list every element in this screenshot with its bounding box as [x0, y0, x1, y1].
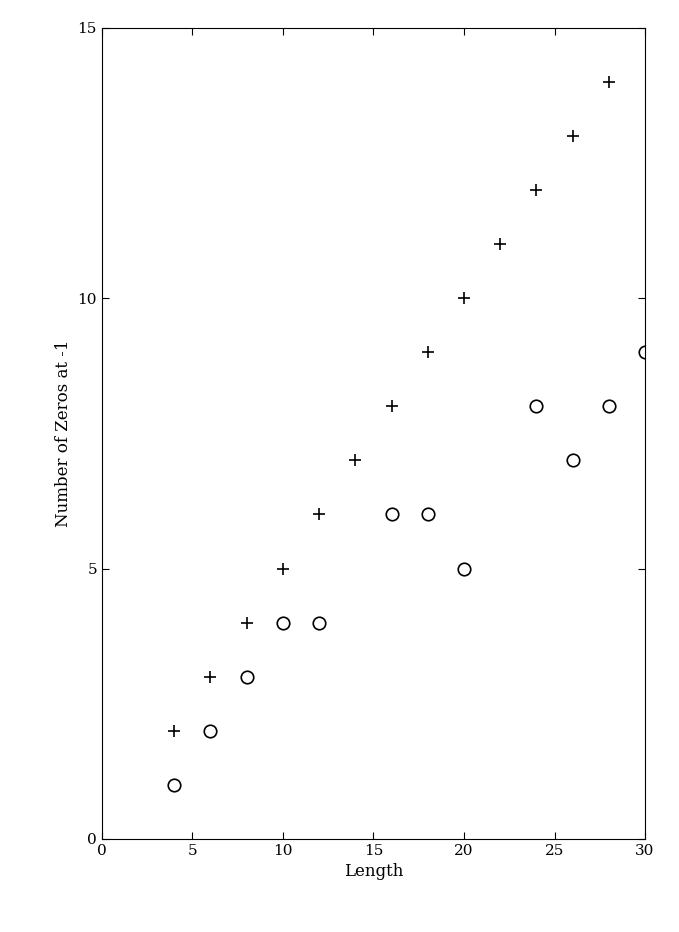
X-axis label: Length: Length	[344, 863, 403, 880]
Y-axis label: Number of Zeros at -1: Number of Zeros at -1	[55, 339, 72, 528]
